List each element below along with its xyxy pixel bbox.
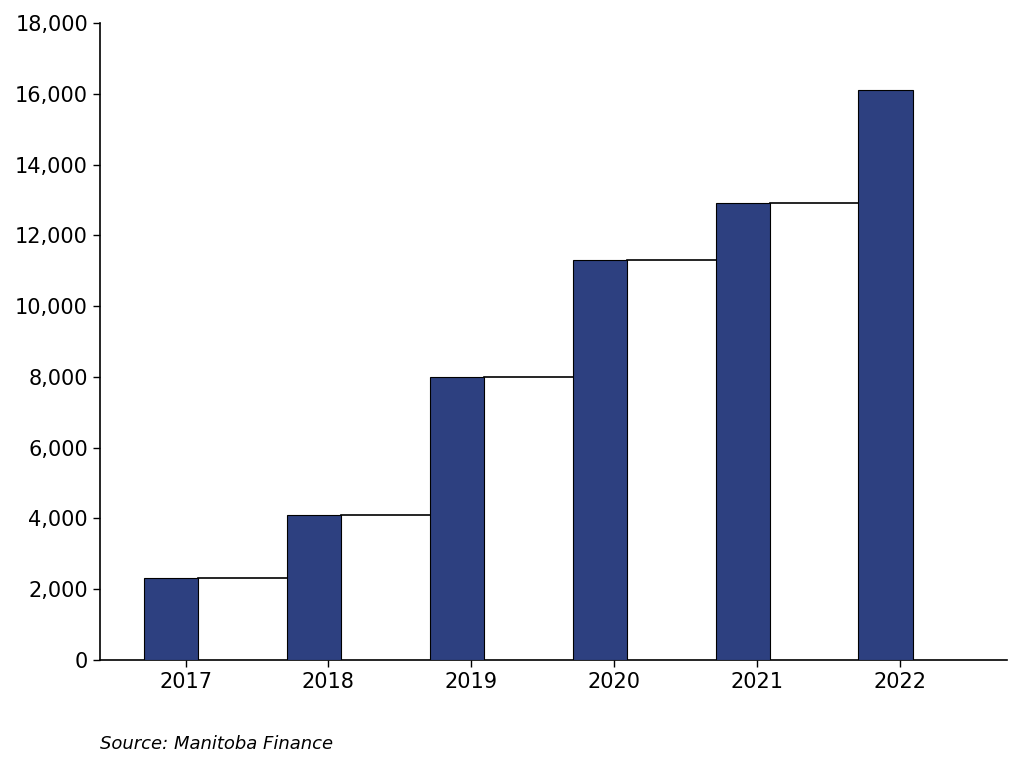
Bar (287, 515, 341, 660)
Bar (430, 377, 484, 660)
Bar (715, 204, 770, 660)
Bar (572, 260, 626, 660)
Text: Source: Manitoba Finance: Source: Manitoba Finance (100, 735, 333, 753)
Bar (144, 578, 198, 660)
Bar (858, 90, 913, 660)
